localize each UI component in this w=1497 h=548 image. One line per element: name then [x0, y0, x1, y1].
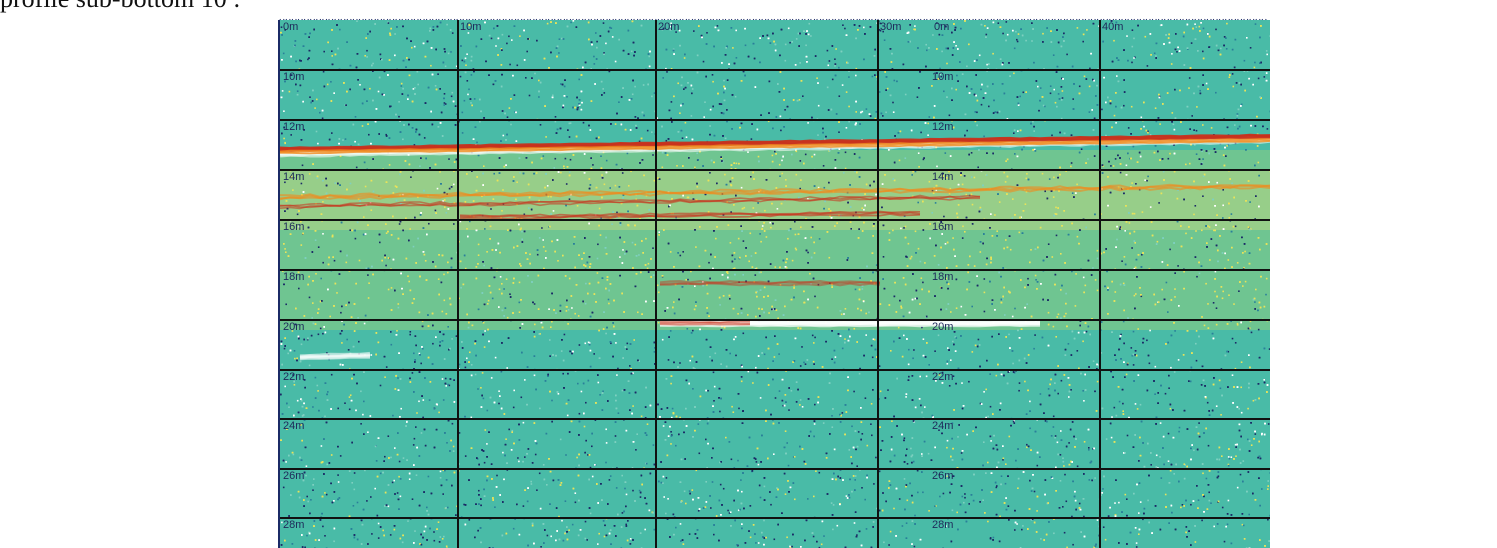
grid-line-h — [280, 468, 1270, 470]
depth-label-left: 20m — [283, 321, 305, 333]
caption-fragment: profile sub-bottom 10 : — [0, 0, 240, 12]
depth-label-mid: 22m — [932, 371, 954, 383]
grid-line-h — [280, 517, 1270, 519]
distance-label: 30m — [880, 21, 902, 33]
depth-label-mid: 16m — [932, 221, 954, 233]
depth-label-left: 22m — [283, 371, 305, 383]
grid-line-v — [655, 20, 657, 548]
grid-line-h — [280, 69, 1270, 71]
echogram-image — [280, 20, 1270, 548]
depth-label-left: 10m — [283, 71, 305, 83]
grid-line-h — [280, 169, 1270, 171]
depth-label-mid: 12m — [932, 121, 954, 133]
grid-line-h — [280, 269, 1270, 271]
grid-line-v — [1099, 20, 1101, 548]
depth-label-left: 28m — [283, 519, 305, 531]
depth-label-mid: 20m — [932, 321, 954, 333]
depth-label-mid: 24m — [932, 420, 954, 432]
grid-line-h — [280, 219, 1270, 221]
depth-label-left: 26m — [283, 470, 305, 482]
depth-label-left: 16m — [283, 221, 305, 233]
distance-label: 0m — [283, 21, 299, 33]
grid-line-v — [457, 20, 459, 548]
distance-label: 0m — [934, 21, 950, 33]
depth-label-left: 12m — [283, 121, 305, 133]
depth-label-mid: 26m — [932, 470, 954, 482]
depth-label-left: 24m — [283, 420, 305, 432]
depth-label-left: 18m — [283, 271, 305, 283]
distance-label: 10m — [460, 21, 482, 33]
depth-label-mid: 10m — [932, 71, 954, 83]
depth-label-mid: 18m — [932, 271, 954, 283]
grid-line-v — [877, 20, 879, 548]
grid-line-h — [280, 119, 1270, 121]
depth-label-mid: 28m — [932, 519, 954, 531]
depth-label-mid: 14m — [932, 171, 954, 183]
grid-line-h — [280, 418, 1270, 420]
grid-line-h — [280, 319, 1270, 321]
distance-label: 20m — [658, 21, 680, 33]
distance-label: 40m — [1102, 21, 1124, 33]
grid-line-h — [280, 369, 1270, 371]
sub-bottom-echogram: 0m 10m 20m 30m 0m 40m 10m 12m 14m 16m 18… — [278, 20, 1270, 548]
depth-label-left: 14m — [283, 171, 305, 183]
